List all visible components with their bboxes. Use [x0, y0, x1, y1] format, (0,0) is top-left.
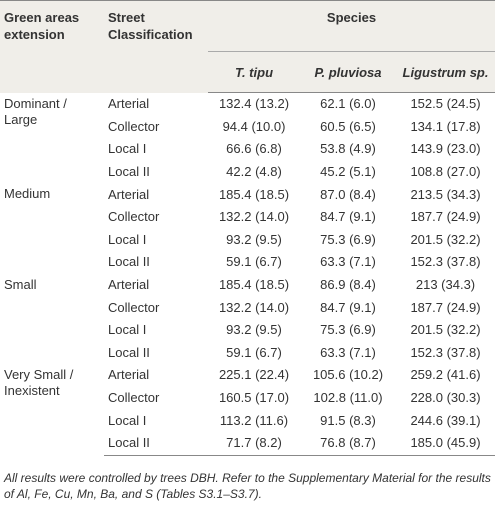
table-row: Local II 59.1 (6.7) 63.3 (7.1) 152.3 (37.8): [0, 251, 495, 274]
cell-value: 93.2 (9.5): [226, 231, 282, 247]
group-name: Small: [4, 276, 37, 292]
street-class: Local I: [108, 322, 147, 338]
table-row: Local II 42.2 (4.8) 45.2 (5.1) 108.8 (27.0): [0, 161, 495, 184]
table-row: Local II 59.1 (6.7) 63.3 (7.1) 152.3 (37.8): [0, 342, 495, 365]
cell-value: 244.6 (39.1): [410, 412, 481, 428]
cell-value: 187.7 (24.9): [410, 209, 481, 225]
street-class: Arterial: [108, 96, 150, 112]
cell-value: 53.8 (4.9): [320, 141, 376, 157]
footnote: All results were controlled by trees DBH…: [4, 470, 491, 501]
table-row: Local II 71.7 (8.2) 76.8 (8.7) 185.0 (45.9): [0, 431, 495, 456]
street-class: Local II: [104, 431, 208, 456]
table-row: Local I 93.2 (9.5) 75.3 (6.9) 201.5 (32.2): [0, 319, 495, 342]
cell-value: 152.3 (37.8): [410, 344, 481, 360]
header-group: Green areas extension: [0, 0, 104, 93]
street-class: Collector: [108, 209, 160, 225]
street-class: Local II: [108, 254, 150, 270]
cell-value: 91.5 (8.3): [320, 412, 376, 428]
cell-value: 105.6 (10.2): [312, 367, 384, 383]
cell-value: 152.5 (24.5): [410, 96, 481, 112]
cell-value: 42.2 (4.8): [226, 164, 282, 180]
cell-value: 213.5 (34.3): [410, 186, 481, 202]
cell-value: 102.8 (11.0): [313, 390, 383, 406]
cell-value: 62.1 (6.0): [320, 96, 376, 112]
group-name: Medium: [4, 186, 51, 202]
street-class: Local I: [108, 231, 147, 247]
cell-value: 84.7 (9.1): [320, 209, 376, 225]
group-name: Dominant / Large: [4, 95, 67, 127]
header-species-name: T. tipu: [208, 51, 300, 93]
street-class: Collector: [108, 299, 160, 315]
cell-value: 201.5 (32.2): [410, 322, 481, 338]
header-species: Species: [208, 0, 495, 52]
cell-value: 185.0 (45.9): [396, 431, 495, 456]
table-row: Dominant / Large Arterial 132.4 (13.2) 62.1…: [0, 93, 495, 127]
street-class: Collector: [108, 390, 160, 406]
cell-value: 228.0 (30.3): [410, 390, 481, 406]
street-class: Collector: [108, 118, 160, 134]
data-table: Green areas extension Street Classificat…: [0, 0, 495, 456]
header-species-name: P. pluviosa: [300, 51, 396, 93]
street-class: Arterial: [108, 367, 150, 383]
cell-value: 59.1 (6.7): [226, 254, 282, 270]
cell-value: 84.7 (9.1): [320, 299, 376, 315]
cell-value: 132.2 (14.0): [218, 299, 290, 315]
cell-value: 134.1 (17.8): [410, 118, 481, 134]
table-row: Very Small / Inexistent Arterial 225.1 (22…: [0, 364, 495, 398]
cell-value: 59.1 (6.7): [226, 344, 282, 360]
table-row: Local I 66.6 (6.8) 53.8 (4.9) 143.9 (23.0): [0, 138, 495, 161]
cell-value: 94.4 (10.0): [222, 118, 286, 134]
cell-value: 93.2 (9.5): [226, 322, 282, 338]
cell-value: 71.7 (8.2): [208, 431, 300, 456]
cell-value: 66.6 (6.8): [226, 141, 282, 157]
table-row: Local I 93.2 (9.5) 75.3 (6.9) 201.5 (32.2): [0, 229, 495, 252]
header-street: Street Classification: [104, 0, 208, 93]
group-name: Very Small / Inexistent: [4, 367, 74, 399]
table-row: Local I 113.2 (11.6) 91.5 (8.3) 244.6 (39.1…: [0, 409, 495, 432]
cell-value: 185.4 (18.5): [218, 277, 290, 293]
cell-value: 108.8 (27.0): [410, 164, 481, 180]
cell-value: 132.4 (13.2): [218, 96, 290, 112]
table-body: Dominant / Large Arterial 132.4 (13.2) 62.1…: [0, 93, 495, 456]
table-row: Collector 132.2 (14.0) 84.7 (9.1) 187.7 (24…: [0, 206, 495, 229]
cell-value: 63.3 (7.1): [320, 254, 376, 270]
cell-value: 75.3 (6.9): [320, 322, 376, 338]
cell-value: 201.5 (32.2): [410, 231, 481, 247]
table-row: Collector 94.4 (10.0) 60.5 (6.5) 134.1 (17.…: [0, 116, 495, 139]
header-species-name: Ligustrum sp.: [396, 51, 495, 93]
street-class: Local II: [108, 344, 150, 360]
cell-value: 160.5 (17.0): [218, 390, 290, 406]
table-row: Medium Arterial 185.4 (18.5) 87.0 (8.4) 213.…: [0, 183, 495, 206]
cell-value: 60.5 (6.5): [320, 118, 376, 134]
cell-value: 213 (34.3): [415, 277, 476, 293]
cell-value: 132.2 (14.0): [218, 209, 290, 225]
cell-value: 86.9 (8.4): [320, 277, 376, 293]
street-class: Local I: [108, 412, 147, 428]
street-class: Arterial: [108, 186, 150, 202]
cell-value: 113.2 (11.6): [219, 412, 289, 428]
table-row: Collector 160.5 (17.0) 102.8 (11.0) 228.0 (…: [0, 387, 495, 410]
cell-value: 225.1 (22.4): [218, 367, 290, 383]
cell-value: 185.4 (18.5): [218, 186, 290, 202]
cell-value: 152.3 (37.8): [410, 254, 481, 270]
cell-value: 187.7 (24.9): [410, 299, 481, 315]
cell-value: 75.3 (6.9): [320, 231, 376, 247]
cell-value: 143.9 (23.0): [410, 141, 481, 157]
cell-value: 259.2 (41.6): [410, 367, 481, 383]
table-row: Collector 132.2 (14.0) 84.7 (9.1) 187.7 (24…: [0, 296, 495, 319]
street-class: Local II: [108, 164, 150, 180]
street-class: Local I: [108, 141, 147, 157]
cell-value: 63.3 (7.1): [320, 344, 376, 360]
cell-value: 87.0 (8.4): [320, 186, 376, 202]
cell-value: 76.8 (8.7): [300, 431, 396, 456]
table-row: Small Arterial 185.4 (18.5) 86.9 (8.4) 213 (…: [0, 274, 495, 297]
cell-value: 45.2 (5.1): [320, 164, 376, 180]
street-class: Arterial: [108, 277, 150, 293]
